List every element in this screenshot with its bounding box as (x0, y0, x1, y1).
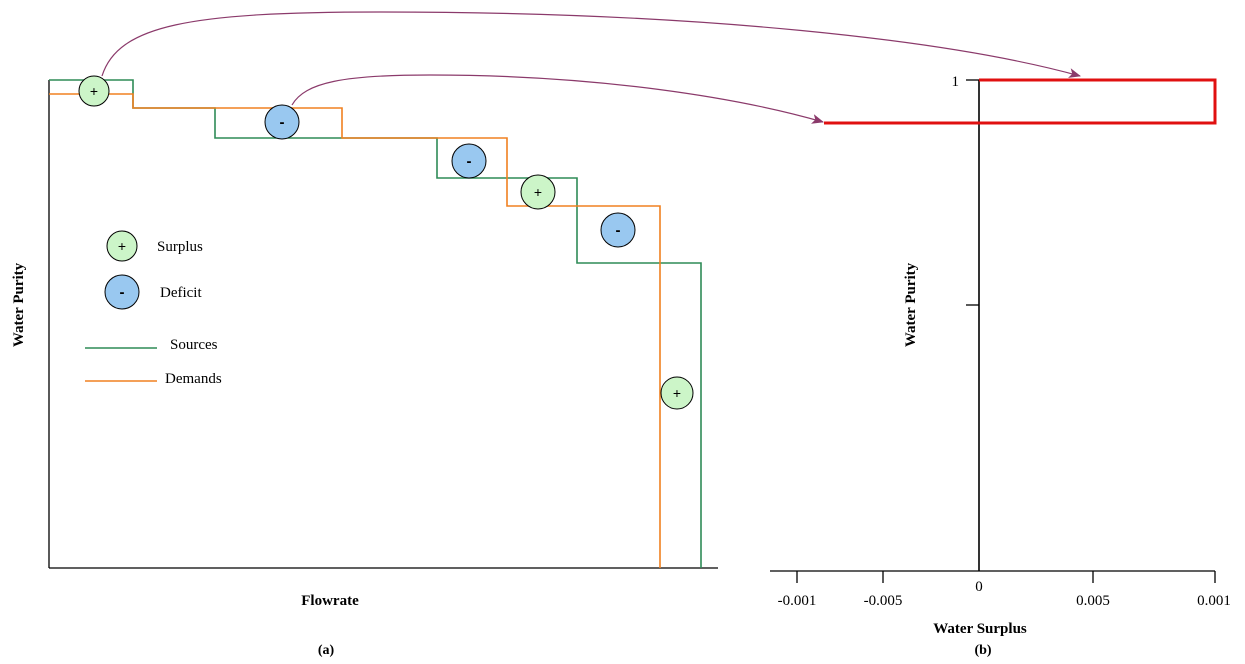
marker-surplus: + (78, 75, 110, 107)
legend-demands: Demands (85, 371, 222, 387)
panel-b-y-label: Water Purity (903, 262, 919, 347)
panel-a-y-label: Water Purity (11, 262, 27, 347)
svg-text:-: - (616, 222, 621, 239)
svg-text:-: - (280, 114, 285, 131)
legend-sources: Sources (85, 337, 218, 353)
marker-surplus: + (660, 376, 694, 410)
svg-text:+: + (118, 238, 126, 254)
arrow-deficit-to-bar (291, 74, 824, 124)
svg-text:+: + (534, 184, 542, 200)
svg-text:+: + (673, 385, 681, 401)
legend-deficit-label: Deficit (160, 285, 202, 301)
marker-deficit: - (451, 143, 487, 179)
sources-curve (49, 79, 702, 568)
legend-demands-label: Demands (165, 371, 222, 387)
demands-curve (49, 93, 661, 568)
water-surplus-curve (824, 78, 1217, 125)
marker-surplus: + (520, 174, 556, 210)
svg-text:-: - (120, 284, 125, 301)
panel-a-caption: (a) (318, 643, 335, 658)
panel-b-x-tick-label: 0 (975, 579, 983, 595)
legend-surplus: + Surplus (106, 230, 203, 262)
panel-b-caption: (b) (974, 643, 991, 658)
panel-b-x-tick-label: 0.005 (1076, 593, 1110, 609)
arrow-surplus-to-bar (101, 11, 1081, 78)
legend-sources-label: Sources (170, 337, 218, 353)
legend-deficit: - Deficit (104, 274, 202, 310)
legend: + Surplus - Deficit Sources Demands (85, 230, 222, 387)
panel-b: 1 -0.001 -0.005 0 0.005 0.001 Water Surp… (770, 74, 1231, 658)
svg-text:-: - (467, 153, 472, 170)
panel-b-y-tick-label: 1 (952, 74, 960, 90)
legend-surplus-label: Surplus (157, 239, 203, 255)
panel-b-x-label: Water Surplus (933, 621, 1027, 637)
panel-b-x-tick-label: -0.005 (864, 593, 903, 609)
marker-deficit: - (264, 104, 300, 140)
svg-text:+: + (90, 83, 98, 99)
marker-deficit: - (600, 212, 636, 248)
panel-b-x-tick-label: 0.001 (1197, 593, 1231, 609)
panel-a-x-label: Flowrate (301, 593, 359, 609)
panel-b-x-tick-label: -0.001 (778, 593, 817, 609)
panel-a: + - - + - + + Surplus (11, 75, 718, 658)
